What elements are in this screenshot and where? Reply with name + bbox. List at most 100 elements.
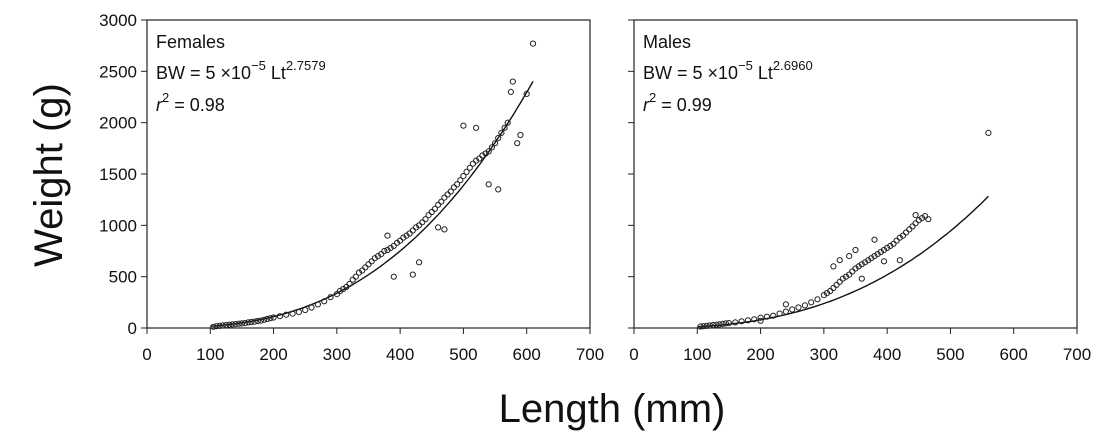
females-data-point [488,144,495,151]
males-data-point [839,275,846,282]
x-axis-title: Length (mm) [499,387,726,431]
males-r2-power: 2 [649,90,656,105]
females-data-point [365,261,372,268]
males-data-point [871,236,878,243]
females-x-tick-label: 300 [323,345,351,364]
females-y-tick-label: 500 [109,268,137,287]
females-data-point [498,129,505,136]
males-data-point [890,240,897,247]
females-eq-prefix: BW = 5 ×10 [156,63,251,83]
females-data-point [444,191,451,198]
females-data-point [251,318,258,325]
females-data-point [346,280,353,287]
males-data-point [757,317,764,324]
males-data-point [697,323,704,330]
males-data-point [836,278,843,285]
males-eq-coef-exp: −5 [738,58,753,73]
females-data-point [441,194,448,201]
females-data-point [454,181,461,188]
males-equation: BW = 5 ×10−5 Lt2.6960 [643,58,813,83]
females-y-tick-label: 2000 [99,114,137,133]
females-data-point [242,320,249,327]
females-data-point [378,251,385,258]
females-data-point [431,205,438,212]
males-x-tick-label: 200 [746,345,774,364]
females-data-point [368,258,375,265]
males-data-point [763,313,771,320]
males-data-point [820,292,828,299]
females-data-point [362,264,369,271]
females-data-point [213,323,220,330]
males-r2: r2 = 0.99 [643,90,712,115]
females-y-tick-label: 1000 [99,216,137,235]
males-r2-value: = 0.99 [656,95,712,115]
females-data-point [517,131,524,139]
males-data-point [884,244,891,251]
females-data-point [267,315,274,322]
males-r2-symbol: r [643,95,650,115]
females-r2-value: = 0.98 [169,95,225,115]
males-data-point [903,229,910,236]
females-data-point [283,311,290,318]
males-data-point [877,248,884,256]
females-data-point [501,124,508,131]
females-r2-power: 2 [162,90,169,105]
females-data-point [248,318,255,326]
females-data-point [419,219,426,226]
females-data-point [210,323,217,330]
males-data-point [789,306,796,313]
females-data-point [352,273,359,280]
females-data-point [374,253,382,260]
females-data-point [270,314,277,321]
males-data-point [808,299,815,306]
males-data-point [716,321,723,328]
females-r2: r2 = 0.98 [156,90,225,115]
females-data-point [219,322,226,329]
females-data-point [261,316,268,323]
females-data-point [460,173,467,180]
females-data-point [314,301,321,308]
females-data-point [485,148,492,155]
females-data-point [384,232,391,239]
females-data-point [359,267,366,274]
females-data-point [435,201,442,208]
males-data-point [912,220,919,227]
males-data-point [846,271,853,278]
females-eq-coef-exp: −5 [251,58,266,73]
females-data-point [302,306,309,314]
males-data-point [719,320,726,327]
females-data-point [229,321,236,328]
females-data-point [276,313,283,320]
females-x-tick-label: 200 [259,345,287,364]
males-eq-exp: 2.6960 [773,58,813,73]
females-data-point [232,321,239,328]
females-data-point [422,216,429,223]
males-y-ticks [628,19,634,329]
females-eq-mid: Lt [266,63,286,83]
females-data-point [441,226,448,233]
females-data-point [308,304,315,311]
females-data-point [289,310,296,317]
males-data-point [744,317,752,324]
males-data-point [814,296,821,303]
females-data-point [466,164,473,171]
females-data-point [264,315,271,323]
males-x-tick-label: 700 [1063,345,1091,364]
males-data-point [732,319,739,326]
females-data-point [495,186,502,193]
females-data-point [485,181,492,188]
females-data-point [238,320,245,327]
males-data-point [922,213,929,220]
females-data-point [504,119,511,126]
males-data-point [795,304,802,311]
males-data-point [918,215,926,222]
females-data-point [507,88,514,96]
males-panel-label: Males [643,32,691,52]
females-data-point [514,140,521,147]
females-data-point [479,152,486,159]
males-data-point [700,323,707,330]
females-data-point [460,122,467,129]
females-panel: 0 500 1000 1500 2000 2500 3000 0 100 200 300 400 50… [99,11,604,364]
males-data-point [833,281,840,288]
